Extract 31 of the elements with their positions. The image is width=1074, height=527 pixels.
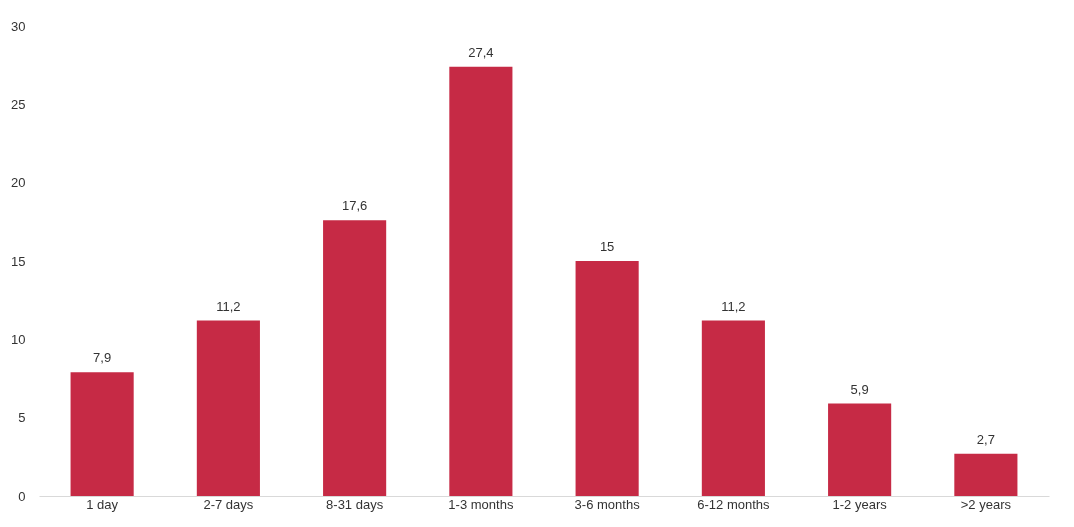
- bar: [954, 453, 1018, 496]
- data-label: 11,2: [216, 298, 241, 314]
- x-tick-label: 1-2 years: [832, 496, 888, 512]
- x-tick-label: 8-31 days: [326, 496, 384, 512]
- y-tick-label: 30: [11, 18, 26, 34]
- bar: [323, 220, 387, 496]
- x-tick-label: 3-6 months: [574, 496, 641, 512]
- bar: [70, 372, 134, 496]
- y-tick-label: 5: [18, 410, 26, 426]
- x-tick-label: 6-12 months: [697, 496, 770, 512]
- x-tick-label: 1-3 months: [448, 496, 514, 512]
- x-tick-label: 2-7 days: [203, 496, 254, 512]
- data-label: 27,4: [468, 44, 494, 60]
- data-label: 15: [599, 239, 615, 254]
- bar: [196, 320, 260, 496]
- data-label: 5,9: [850, 381, 869, 397]
- bar: [701, 320, 765, 496]
- data-label: 11,2: [721, 298, 746, 314]
- y-tick-label: 15: [11, 253, 26, 269]
- y-tick-label: 10: [11, 331, 26, 347]
- bar: [449, 66, 513, 496]
- x-tick-label: >2 years: [960, 496, 1012, 512]
- y-tick-label: 25: [11, 96, 26, 112]
- data-label: 17,6: [341, 198, 368, 214]
- data-label: 2,7: [976, 431, 995, 447]
- y-tick-label: 0: [18, 488, 26, 504]
- x-tick-label: 1 day: [86, 496, 119, 512]
- bar: [575, 261, 639, 496]
- y-tick-label: 20: [11, 175, 26, 191]
- bar: [828, 403, 892, 496]
- data-label: 7,9: [93, 350, 112, 366]
